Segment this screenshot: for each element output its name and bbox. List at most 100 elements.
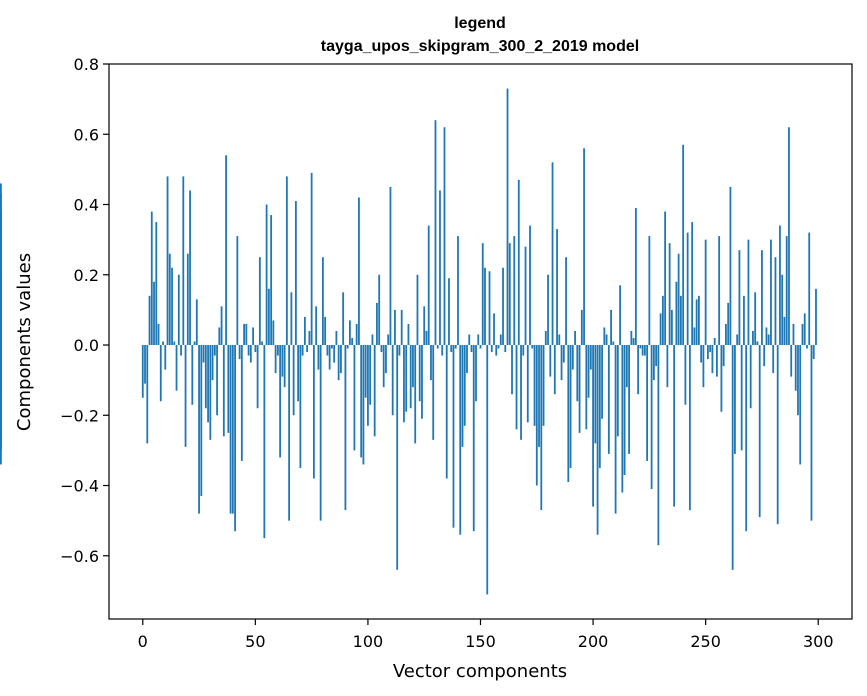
bar bbox=[274, 345, 277, 374]
bar bbox=[722, 345, 725, 367]
bar bbox=[752, 330, 754, 346]
bar bbox=[466, 345, 468, 374]
bar bbox=[416, 274, 419, 346]
bar bbox=[184, 345, 187, 447]
bar bbox=[387, 334, 390, 346]
bar bbox=[648, 236, 651, 346]
bar bbox=[265, 204, 268, 346]
bar bbox=[727, 302, 730, 346]
bar bbox=[182, 176, 185, 346]
x-axis-ticks: 0 50 100 150 200 250 300 bbox=[138, 619, 834, 651]
bar bbox=[693, 327, 696, 346]
bar bbox=[373, 345, 376, 437]
y-tick-label: 0.0 bbox=[74, 336, 99, 355]
bar bbox=[779, 225, 781, 346]
bar bbox=[763, 345, 766, 367]
bar bbox=[729, 186, 732, 346]
y-tick-label: −0.6 bbox=[60, 547, 99, 566]
bar bbox=[195, 299, 198, 346]
bar bbox=[421, 345, 423, 419]
bar bbox=[774, 257, 777, 346]
bar bbox=[470, 345, 473, 353]
bar bbox=[691, 222, 694, 346]
bar bbox=[641, 345, 644, 356]
bar bbox=[349, 320, 351, 346]
bar bbox=[389, 186, 392, 346]
bar bbox=[261, 341, 263, 346]
bar bbox=[486, 345, 489, 595]
bar bbox=[781, 274, 784, 346]
bar bbox=[707, 345, 709, 360]
bar bbox=[162, 341, 164, 346]
bar bbox=[610, 309, 612, 346]
bar bbox=[646, 345, 649, 461]
bar bbox=[497, 345, 500, 349]
bar bbox=[299, 345, 302, 468]
bar bbox=[168, 253, 171, 346]
bar bbox=[186, 253, 189, 346]
bar bbox=[315, 306, 318, 346]
bar bbox=[267, 288, 270, 346]
bar bbox=[571, 345, 574, 370]
bar bbox=[797, 345, 799, 416]
bar bbox=[585, 345, 588, 430]
bar bbox=[211, 345, 214, 381]
bar bbox=[529, 225, 531, 346]
bar bbox=[175, 345, 178, 391]
x-axis-label: Vector components bbox=[393, 661, 567, 682]
bar bbox=[574, 330, 576, 346]
x-tick-label: 0 bbox=[138, 632, 148, 651]
bar bbox=[553, 345, 556, 395]
y-tick-label: 0.4 bbox=[74, 196, 99, 215]
bar bbox=[812, 345, 815, 360]
bar bbox=[193, 341, 196, 346]
bar bbox=[272, 320, 275, 346]
bar bbox=[799, 345, 802, 465]
bar bbox=[504, 345, 507, 353]
bar bbox=[598, 345, 601, 468]
bar bbox=[445, 345, 448, 479]
bar bbox=[256, 345, 259, 409]
bar bbox=[155, 222, 158, 346]
plot-frame bbox=[108, 63, 853, 620]
bar bbox=[328, 345, 331, 370]
bar bbox=[204, 345, 207, 409]
bar bbox=[439, 190, 441, 346]
bar bbox=[308, 330, 311, 346]
bar bbox=[279, 345, 282, 458]
x-tick-label: 200 bbox=[578, 632, 609, 651]
bar bbox=[153, 281, 155, 346]
bar bbox=[686, 232, 689, 346]
bar bbox=[668, 243, 671, 346]
bar bbox=[709, 345, 712, 353]
bar bbox=[477, 334, 480, 346]
bar bbox=[292, 345, 295, 416]
bar bbox=[189, 190, 191, 346]
bar bbox=[369, 345, 372, 405]
bar bbox=[258, 257, 261, 346]
bar bbox=[511, 345, 513, 395]
bar bbox=[580, 309, 583, 346]
bar bbox=[556, 229, 558, 346]
bar bbox=[720, 345, 723, 412]
bar bbox=[513, 236, 516, 346]
bar bbox=[731, 345, 734, 570]
bar bbox=[603, 327, 606, 346]
x-tick-label: 50 bbox=[245, 632, 265, 651]
bar bbox=[450, 345, 453, 353]
bar bbox=[488, 271, 491, 346]
bar bbox=[157, 323, 160, 346]
y-tick-label: −0.4 bbox=[60, 477, 99, 496]
bar bbox=[425, 330, 428, 346]
bar bbox=[535, 345, 538, 486]
bar bbox=[632, 337, 635, 346]
bar bbox=[756, 341, 759, 346]
bar bbox=[544, 330, 547, 346]
bar bbox=[650, 345, 653, 490]
bar bbox=[506, 88, 509, 346]
bar bbox=[0, 330, 2, 346]
bar bbox=[317, 345, 320, 370]
bar bbox=[682, 144, 685, 346]
bar bbox=[461, 345, 464, 447]
bar bbox=[664, 211, 667, 346]
